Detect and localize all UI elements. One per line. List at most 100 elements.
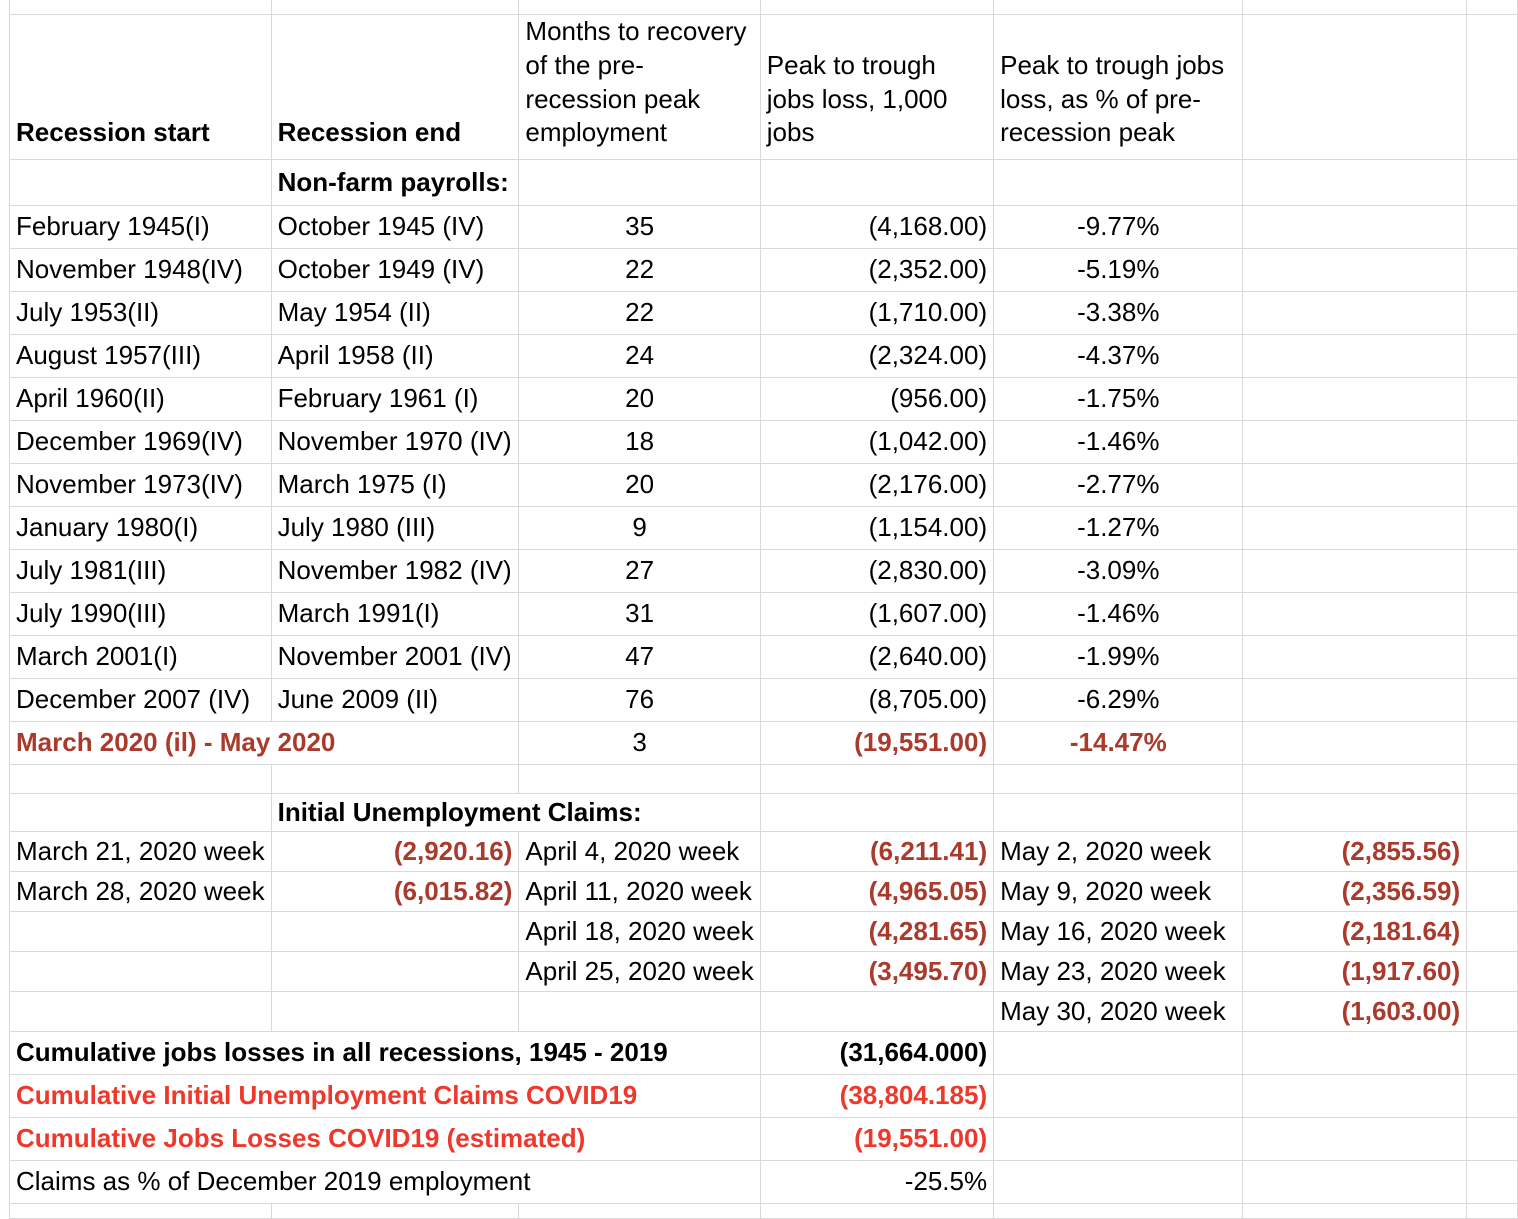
cell-claim-value[interactable]: (3,495.70): [759, 951, 995, 993]
cell-empty[interactable]: [1466, 871, 1518, 913]
cell-empty[interactable]: [1466, 951, 1518, 993]
cell-empty[interactable]: [1242, 592, 1468, 637]
cell-empty[interactable]: [1242, 1160, 1468, 1205]
cell-recession-end[interactable]: March 1991(I): [270, 592, 520, 637]
cell-loss-pct[interactable]: -1.27%: [993, 506, 1244, 551]
cell-empty[interactable]: [9, 0, 272, 15]
cell-claim-week[interactable]: March 21, 2020 week: [9, 831, 272, 873]
cell-months[interactable]: 18: [518, 420, 761, 465]
cell-empty[interactable]: [1466, 506, 1518, 551]
cell-empty[interactable]: [1466, 831, 1518, 873]
cell-recession-start[interactable]: August 1957(III): [9, 334, 272, 379]
cell-claim-value[interactable]: (4,281.65): [759, 911, 995, 953]
cell-empty[interactable]: [1466, 911, 1518, 953]
cell-empty[interactable]: [1466, 248, 1518, 293]
cell-empty[interactable]: [1466, 205, 1518, 250]
cell-empty[interactable]: [993, 0, 1244, 15]
header-peak-to-trough-jobs[interactable]: Peak to trough jobs loss, 1,000 jobs: [759, 13, 995, 161]
cell-claim-week[interactable]: April 25, 2020 week: [518, 951, 761, 993]
cell-claim-week[interactable]: May 30, 2020 week: [993, 991, 1244, 1033]
cell-claim-week[interactable]: [9, 951, 272, 993]
cell-claim-week[interactable]: May 16, 2020 week: [993, 911, 1244, 953]
cell-recession-end[interactable]: February 1961 (I): [270, 377, 520, 422]
cell-claim-value[interactable]: [270, 991, 520, 1033]
cell-recession-start[interactable]: July 1990(III): [9, 592, 272, 637]
cell-empty[interactable]: [1242, 377, 1468, 422]
cell-recession-end[interactable]: November 1970 (IV): [270, 420, 520, 465]
cell-empty[interactable]: [1242, 291, 1468, 336]
cell-months[interactable]: 27: [518, 549, 761, 594]
cell-claim-week[interactable]: March 28, 2020 week: [9, 871, 272, 913]
cell-empty[interactable]: [1466, 0, 1518, 15]
cell-empty[interactable]: [1466, 1160, 1518, 1205]
cell-claim-week[interactable]: May 9, 2020 week: [993, 871, 1244, 913]
cell-empty[interactable]: [270, 764, 520, 795]
cell-loss-pct[interactable]: -5.19%: [993, 248, 1244, 293]
summary-label[interactable]: Cumulative Jobs Losses COVID19 (estimate…: [9, 1117, 761, 1162]
cell-empty[interactable]: [1242, 506, 1468, 551]
cell-months[interactable]: 20: [518, 463, 761, 508]
cell-claim-value[interactable]: (2,855.56): [1242, 831, 1468, 873]
cell-recession-start[interactable]: March 2020 (il) - May 2020: [8, 721, 520, 766]
cell-claim-value[interactable]: [270, 911, 520, 953]
cell-recession-end[interactable]: November 1982 (IV): [270, 549, 520, 594]
cell-recession-start[interactable]: December 1969(IV): [9, 420, 272, 465]
cell-empty[interactable]: [1242, 205, 1468, 250]
cell-empty[interactable]: [1466, 793, 1518, 833]
cell-empty[interactable]: [1466, 721, 1518, 766]
summary-value[interactable]: (19,551.00): [759, 1117, 995, 1162]
cell-claim-value[interactable]: (2,920.16): [270, 831, 520, 873]
cell-claim-week[interactable]: [9, 911, 272, 953]
cell-jobs-loss[interactable]: (2,176.00): [759, 463, 995, 508]
cell-jobs-loss[interactable]: (19,551.00): [759, 721, 995, 766]
cell-empty[interactable]: [993, 1031, 1244, 1076]
cell-recession-start[interactable]: November 1973(IV): [9, 463, 272, 508]
cell-empty[interactable]: [1466, 291, 1518, 336]
cell-jobs-loss[interactable]: (4,168.00): [759, 205, 995, 250]
cell-empty[interactable]: [1242, 420, 1468, 465]
header-months-to-recovery[interactable]: Months to recovery of the pre-recession …: [518, 13, 761, 161]
cell-empty[interactable]: [993, 1074, 1244, 1119]
section-label-claims[interactable]: Initial Unemployment Claims:: [270, 793, 761, 833]
cell-empty[interactable]: [1466, 420, 1518, 465]
cell-empty[interactable]: [518, 0, 761, 15]
cell-claim-week[interactable]: April 4, 2020 week: [518, 831, 761, 873]
cell-recession-start[interactable]: April 1960(II): [9, 377, 272, 422]
cell-claim-value[interactable]: (2,356.59): [1242, 871, 1468, 913]
summary-value[interactable]: (38,804.185): [759, 1074, 995, 1119]
cell-empty[interactable]: [1466, 1117, 1518, 1162]
cell-months[interactable]: 24: [518, 334, 761, 379]
cell-loss-pct[interactable]: -14.47%: [993, 721, 1244, 766]
cell-recession-end[interactable]: June 2009 (II): [270, 678, 520, 723]
cell-claim-week[interactable]: [518, 991, 761, 1033]
cell-empty[interactable]: [1242, 159, 1468, 207]
cell-empty[interactable]: [9, 764, 272, 795]
section-label-nonfarm[interactable]: Non-farm payrolls:: [270, 159, 520, 207]
cell-jobs-loss[interactable]: (1,607.00): [759, 592, 995, 637]
cell-recession-start[interactable]: January 1980(I): [9, 506, 272, 551]
cell-empty[interactable]: [993, 159, 1244, 207]
cell-empty[interactable]: [1466, 1203, 1518, 1219]
cell-months[interactable]: 35: [518, 205, 761, 250]
cell-loss-pct[interactable]: -4.37%: [993, 334, 1244, 379]
cell-empty[interactable]: [1242, 0, 1468, 15]
cell-recession-end[interactable]: April 1958 (II): [270, 334, 520, 379]
cell-empty[interactable]: [1466, 764, 1518, 795]
summary-label[interactable]: Cumulative Initial Unemployment Claims C…: [9, 1074, 761, 1119]
cell-empty[interactable]: [993, 1117, 1244, 1162]
cell-loss-pct[interactable]: -1.99%: [993, 635, 1244, 680]
cell-empty[interactable]: [759, 159, 995, 207]
cell-empty[interactable]: [993, 764, 1244, 795]
cell-empty[interactable]: [1466, 635, 1518, 680]
cell-loss-pct[interactable]: -2.77%: [993, 463, 1244, 508]
cell-empty[interactable]: [759, 1203, 995, 1219]
cell-claim-week[interactable]: [9, 991, 272, 1033]
cell-empty[interactable]: [1466, 991, 1518, 1033]
cell-empty[interactable]: [759, 0, 995, 15]
cell-empty[interactable]: [759, 793, 995, 833]
cell-empty[interactable]: [1466, 334, 1518, 379]
cell-claim-week[interactable]: April 11, 2020 week: [518, 871, 761, 913]
cell-empty[interactable]: [1466, 159, 1518, 207]
cell-empty[interactable]: [1242, 463, 1468, 508]
cell-loss-pct[interactable]: -1.75%: [993, 377, 1244, 422]
